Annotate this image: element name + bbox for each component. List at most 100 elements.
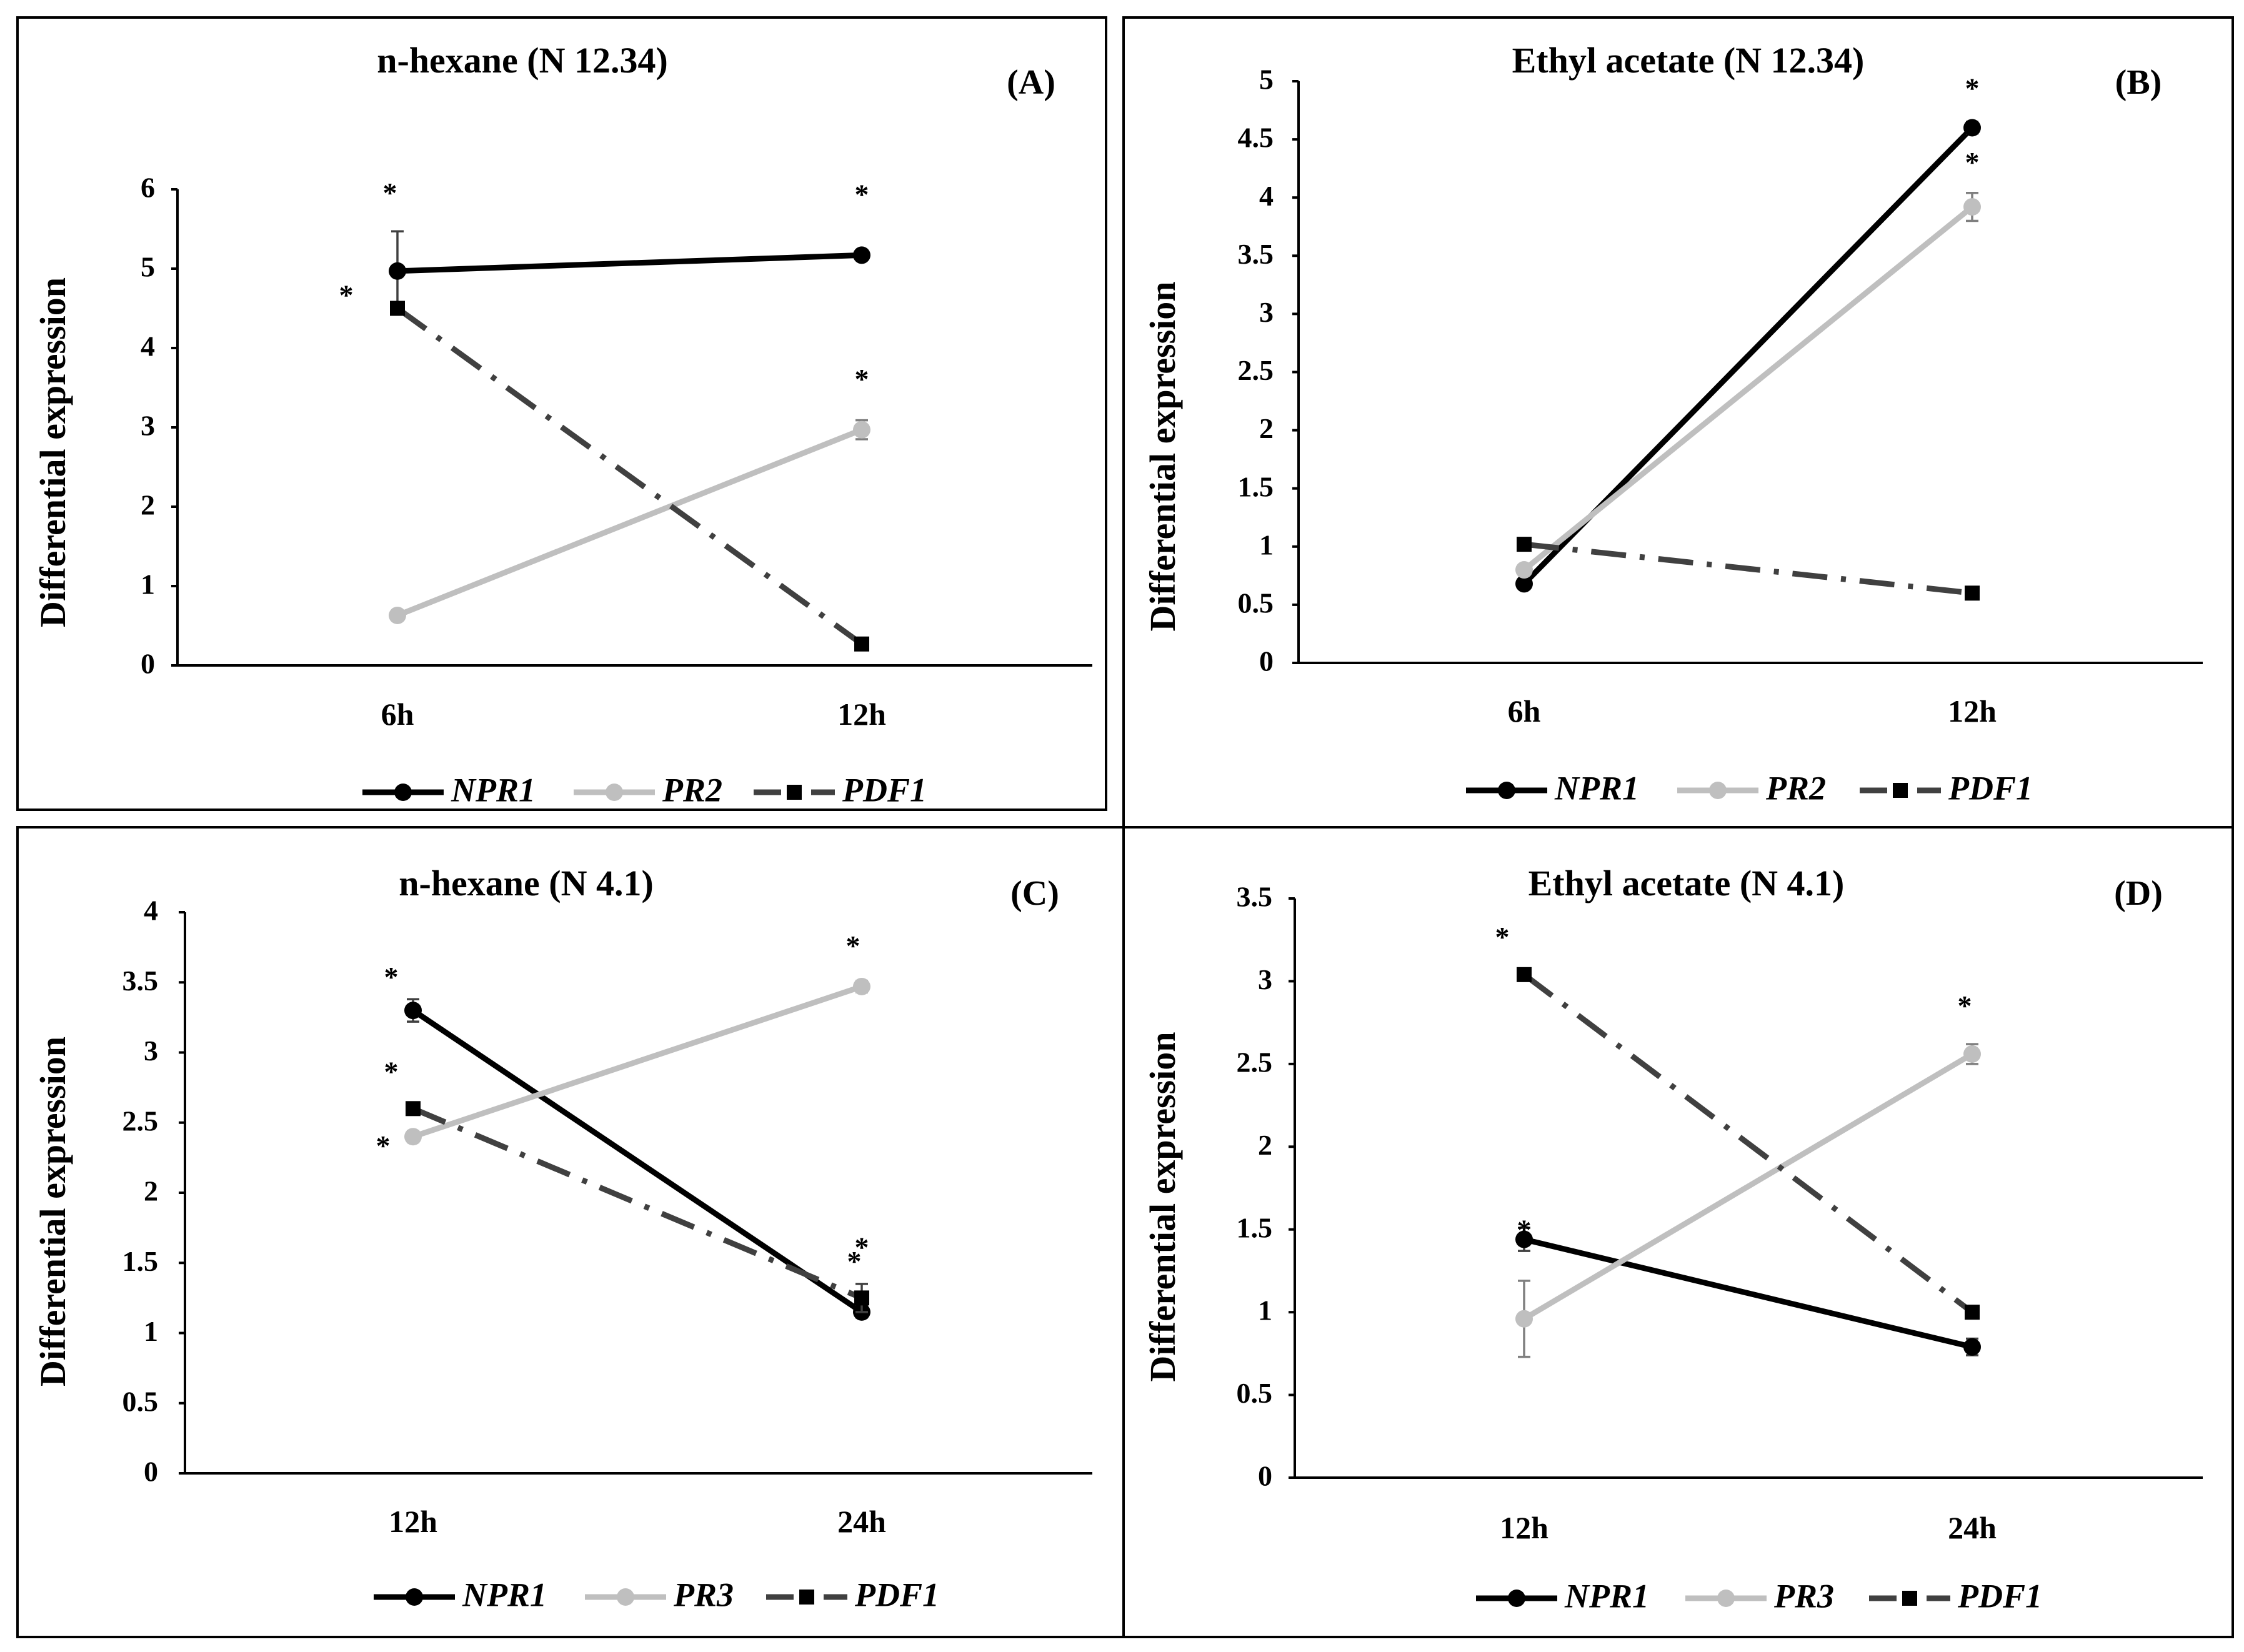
y-tick-label: 3.5 — [122, 965, 159, 997]
panel-a: 0 1 2 3 4 5 6 6h 12h n-hexane (N 12.34) (A) Differe… — [16, 16, 1107, 811]
y-axis-label: Differential expression — [1142, 1032, 1183, 1381]
data-point — [1963, 1338, 1981, 1356]
significance-star: * — [1965, 72, 1980, 104]
y-tick-label: 2.5 — [1237, 1046, 1273, 1078]
data-point — [1965, 585, 1980, 601]
series-line — [412, 983, 863, 1140]
data-point — [1515, 1310, 1533, 1328]
series-npr1: ** — [383, 177, 870, 312]
series-line — [1523, 541, 1973, 596]
series-pdf1: * — [1495, 921, 1980, 1320]
y-tick-label: 0.5 — [1237, 1377, 1273, 1409]
data-point — [404, 1128, 422, 1146]
panel-c: 0 0.5 1 1.5 2 2.5 3 3.5 4 12h 24h n-hexane (N 4.1) (… — [16, 826, 1125, 1638]
panel-label: (A) — [1007, 63, 1055, 102]
y-tick-label: 2 — [1259, 412, 1274, 444]
x-tick-label: 12h — [1948, 694, 1997, 729]
data-point — [854, 1290, 869, 1306]
significance-star: * — [846, 930, 860, 962]
y-tick-label: 0 — [144, 1456, 158, 1488]
legend-marker — [1498, 782, 1515, 799]
y-tick-label: 1.5 — [1238, 470, 1274, 502]
y-tick-label: 0.5 — [1238, 587, 1274, 619]
series-pr2: * — [1515, 146, 1981, 579]
y-tick-label: 1 — [1259, 529, 1274, 560]
data-point — [1515, 561, 1533, 579]
data-point — [1963, 119, 1981, 137]
legend-label: PR3 — [1773, 1577, 1834, 1615]
panel-frame — [16, 16, 1107, 811]
legend-marker — [394, 784, 412, 801]
significance-star: * — [1495, 921, 1510, 953]
y-tick-label: 2.5 — [1238, 354, 1274, 386]
panel-frame — [16, 826, 1125, 1638]
y-tick-label: 0 — [1259, 645, 1274, 677]
y-axis-label: Differential expression — [32, 1037, 73, 1386]
series-line — [397, 252, 862, 274]
legend-marker — [406, 1588, 423, 1606]
series-pdf1: * — [339, 279, 869, 652]
data-point — [1515, 1230, 1533, 1248]
series-line — [396, 427, 863, 619]
y-tick-label: 1 — [144, 1315, 158, 1347]
y-axis-label: Differential expression — [32, 277, 73, 627]
legend-label: PDF1 — [842, 771, 927, 809]
series-line — [1522, 1052, 1974, 1321]
series-npr1: * — [1515, 1214, 1981, 1356]
y-tick-label: 0 — [141, 648, 155, 680]
data-point — [404, 1002, 422, 1020]
series-line — [411, 1008, 864, 1315]
legend-marker — [617, 1588, 634, 1606]
x-tick-label: 12h — [837, 697, 886, 732]
series-npr1: * — [1515, 72, 1981, 593]
y-tick-label: 2 — [141, 489, 155, 521]
series-pdf1: ** — [384, 1055, 869, 1313]
legend: NPR1 PR3 PDF1 — [374, 1576, 939, 1613]
significance-star: * — [855, 363, 869, 395]
significance-star: * — [1965, 146, 1980, 178]
legend-label: NPR1 — [462, 1576, 547, 1613]
y-tick-label: 3 — [141, 410, 155, 442]
data-point — [853, 420, 870, 439]
legend-label: PR2 — [662, 771, 722, 809]
data-point — [1963, 1045, 1981, 1063]
y-tick-label: 4 — [141, 331, 155, 362]
significance-star: * — [384, 1055, 399, 1087]
y-tick-label: 1 — [141, 569, 155, 600]
data-point — [406, 1101, 421, 1117]
panel-label: (B) — [2115, 63, 2162, 102]
y-tick-label: 2 — [144, 1175, 158, 1207]
significance-star: * — [376, 1130, 391, 1162]
y-tick-label: 0.5 — [122, 1385, 159, 1417]
legend: NPR1 PR3 PDF1 — [1476, 1577, 2042, 1615]
legend-marker — [1709, 782, 1727, 799]
x-tick-label: 12h — [389, 1504, 437, 1539]
data-point — [1517, 537, 1532, 552]
y-tick-label: 3 — [1258, 963, 1272, 995]
y-tick-label: 0 — [1258, 1460, 1272, 1492]
legend-marker — [799, 1590, 814, 1605]
panel-label: (D) — [2114, 874, 2163, 913]
legend-marker — [606, 784, 623, 801]
series-line — [1523, 1237, 1973, 1350]
chart-title: Ethyl acetate (N 12.34) — [1512, 40, 1865, 81]
x-tick-label: 6h — [1508, 694, 1541, 729]
significance-star: * — [855, 1231, 869, 1263]
data-point — [854, 636, 869, 652]
x-tick-label: 6h — [381, 697, 414, 732]
data-point — [389, 262, 406, 280]
data-point — [1965, 1305, 1980, 1320]
legend-marker — [1508, 1590, 1525, 1607]
panel-frame — [1122, 16, 2234, 828]
legend-marker — [1902, 1591, 1917, 1606]
y-tick-label: 1 — [1258, 1295, 1272, 1326]
y-tick-label: 4 — [144, 895, 158, 927]
panel-label: (C) — [1010, 874, 1059, 913]
data-point — [1515, 575, 1533, 593]
significance-star: * — [855, 178, 869, 210]
legend-label: PR3 — [673, 1576, 734, 1613]
legend-marker — [1893, 783, 1908, 798]
y-tick-label: 3 — [144, 1035, 158, 1067]
legend-label: NPR1 — [1564, 1577, 1649, 1615]
